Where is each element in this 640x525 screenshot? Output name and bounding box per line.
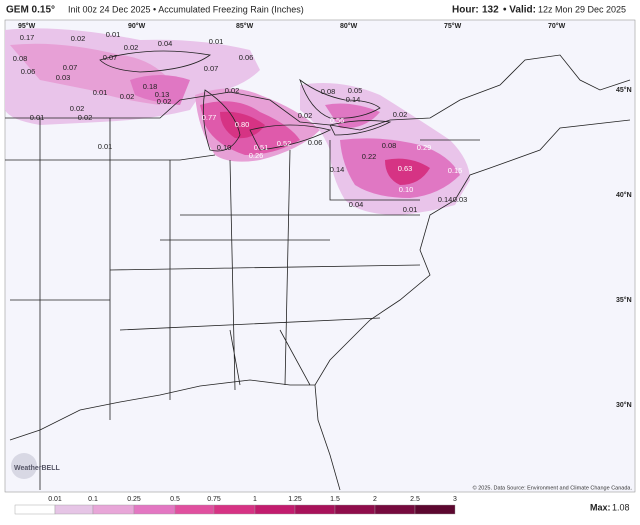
map-value-label: 0.14 <box>438 195 453 204</box>
map-value-label: 0.07 <box>103 53 118 62</box>
map-value-label: 0.02 <box>225 86 240 95</box>
colorbar-label: 0.25 <box>127 496 141 503</box>
logo-mark <box>11 453 37 479</box>
map-value-label: 0.03 <box>56 73 71 82</box>
map-value-label: 0.07 <box>63 63 78 72</box>
map-value-label: 0.15 <box>448 166 463 175</box>
colorbar-swatch <box>133 504 176 515</box>
colorbar-label: 1 <box>253 496 257 503</box>
valid-time: 12z Mon 29 Dec 2025 <box>538 4 626 14</box>
colorbar-label: 0.5 <box>170 496 180 503</box>
map-value-label: 0.10 <box>217 143 232 152</box>
colorbar-swatch <box>414 504 456 515</box>
map-labels: 0.17 0.02 0.010.080.020.060.070.070.030.01… <box>13 30 468 214</box>
longitude-label: 80°W <box>340 22 358 30</box>
longitude-label: 85°W <box>236 22 254 30</box>
colorbar: 0.01 0.1 0.25 0.5 0.75 1 1.25 1.5 2 2.5 3 <box>14 496 457 515</box>
map-value-label: 0.01 <box>106 30 121 39</box>
colorbar-label: 1.5 <box>330 496 340 503</box>
map-value-label: 0.08 <box>13 54 28 63</box>
map-value-label: 0.01 <box>98 142 113 151</box>
map-value-label: 0.04 <box>349 200 364 209</box>
map-value-label: 0.22 <box>362 152 377 161</box>
header-subtitle: Init 00z 24 Dec 2025 • Accumulated Freez… <box>68 4 304 14</box>
valid-label: • Valid: <box>503 5 536 16</box>
longitude-label: 90°W <box>128 22 146 30</box>
latitude-labels: 45°N 40°N 35°N 30°N <box>616 86 632 409</box>
map-value-label: 0.05 <box>348 86 363 95</box>
credit: © 2025. Data Source: Environment and Cli… <box>473 484 633 491</box>
map-value-label: 0.02 <box>71 34 86 43</box>
colorbar-swatch <box>334 504 376 515</box>
colorbar-swatch <box>374 504 416 515</box>
map-value-label: 0.02 <box>78 113 93 122</box>
map-value-label: 0.29 <box>417 143 432 152</box>
map-value-label: 0.03 <box>453 195 468 204</box>
colorbar-swatch <box>174 504 215 515</box>
map-value-label: 0.02 <box>120 92 135 101</box>
map-value-label: 0.80 <box>235 120 250 129</box>
longitude-label: 75°W <box>444 22 462 30</box>
map-value-label: 0.51 <box>254 143 269 152</box>
map-value-label: 0.08 <box>382 141 397 150</box>
map-value-label: 0.17 <box>20 33 35 42</box>
max-label: Max: <box>590 502 611 512</box>
colorbar-label: 0.75 <box>207 496 221 503</box>
map-value-label: 0.02 <box>124 43 139 52</box>
map-value-label: 0.08 <box>321 87 336 96</box>
map-value-label: 0.52 <box>277 139 292 148</box>
map-value-label: 0.02 <box>70 104 85 113</box>
hour-label: Hour: <box>452 5 479 16</box>
model-name: GEM 0.15° <box>6 5 55 16</box>
hour: 132 <box>482 5 499 16</box>
map-value-label: 0.06 <box>308 138 323 147</box>
map-value-label: 0.14 <box>330 165 345 174</box>
colorbar-label: 2 <box>373 496 377 503</box>
colorbar-label: 3 <box>453 496 457 503</box>
map-value-label: 0.01 <box>403 205 418 214</box>
map-value-label: 0.18 <box>143 82 158 91</box>
map-value-label: 0.02 <box>157 97 172 106</box>
map-value-label: 0.13 <box>155 90 170 99</box>
colorbar-swatch <box>213 504 256 515</box>
header-bar <box>0 0 640 19</box>
latitude-label: 35°N <box>616 296 632 304</box>
map-value-label: 0.56 <box>330 116 345 125</box>
basemap <box>5 50 631 491</box>
colorbar-label: 1.25 <box>288 496 302 503</box>
latitude-label: 45°N <box>616 86 632 94</box>
map-value-label: 0.63 <box>398 164 413 173</box>
colorbar-swatch <box>14 504 56 515</box>
colorbar-swatch <box>254 504 296 515</box>
map-value-label: 0.14 <box>346 95 361 104</box>
longitude-labels: 95°W 90°W 85°W 80°W 75°W 70°W <box>18 22 566 30</box>
map-value-label: 0.01 <box>209 37 224 46</box>
map-value-label: 0.02 <box>298 111 313 120</box>
max-value: 1.08 <box>612 502 630 512</box>
map-value-label: 0.10 <box>399 185 414 194</box>
colorbar-swatch <box>92 504 135 515</box>
map-value-label: 0.02 <box>393 110 408 119</box>
map-value-label: 0.07 <box>204 64 219 73</box>
colorbar-label: 0.1 <box>88 496 98 503</box>
longitude-label: 95°W <box>18 22 36 30</box>
colorbar-swatch <box>294 504 336 515</box>
map-value-label: 0.26 <box>249 151 264 160</box>
map-value-label: 0.06 <box>21 67 36 76</box>
map-value-label: 0.06 <box>239 53 254 62</box>
map-value-label: 0.01 <box>93 88 108 97</box>
colorbar-label: 2.5 <box>410 496 420 503</box>
latitude-label: 40°N <box>616 191 632 199</box>
logo: WeatherBELL <box>14 465 60 472</box>
colorbar-swatch <box>54 504 94 515</box>
longitude-label: 70°W <box>548 22 566 30</box>
colorbar-label: 0.01 <box>48 496 62 503</box>
latitude-label: 30°N <box>616 401 632 409</box>
map-value-label: 0.01 <box>30 113 45 122</box>
map-value-label: 0.04 <box>158 39 173 48</box>
map-value-label: 0.77 <box>202 113 217 122</box>
precip <box>5 28 470 215</box>
